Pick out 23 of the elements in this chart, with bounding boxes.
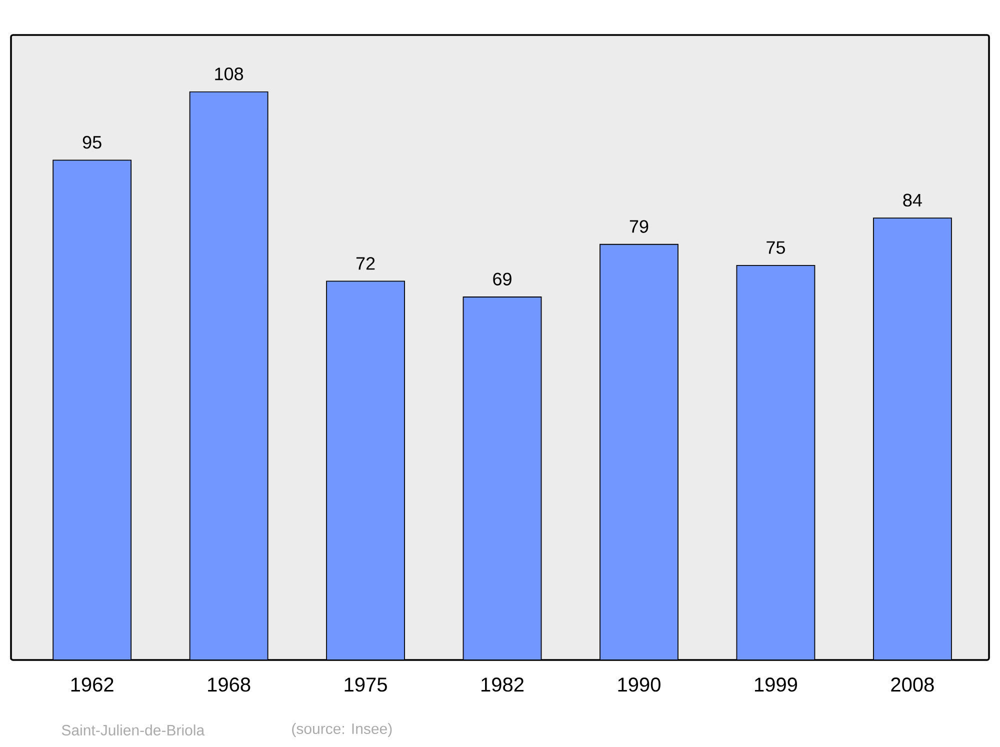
text: (source: Insee) <box>292 723 392 737</box>
x-tick-label: 1975 <box>344 678 387 692</box>
x-tick-label: 1982 <box>482 678 524 692</box>
x-tick-label: 1999 <box>754 678 798 692</box>
x-tick-label: 1968 <box>208 678 250 692</box>
data-label: 84 <box>903 194 922 207</box>
data-label: 108 <box>215 68 244 80</box>
text: Saint-Julien-de-Briola <box>62 724 205 736</box>
data-label: 79 <box>630 220 648 233</box>
bar <box>462 296 542 660</box>
bar <box>873 218 952 660</box>
x-tick-label: 2008 <box>891 678 934 692</box>
bar <box>189 91 268 660</box>
data-label: 69 <box>493 272 512 286</box>
bar <box>736 264 816 660</box>
bar <box>326 280 405 660</box>
x-tick-label: 1990 <box>618 678 660 692</box>
bar <box>52 160 132 660</box>
x-tick-label: 1962 <box>71 678 114 692</box>
data-label: 95 <box>82 136 102 149</box>
bar <box>600 244 678 660</box>
data-label: 75 <box>766 241 785 254</box>
data-label: 72 <box>356 257 375 270</box>
